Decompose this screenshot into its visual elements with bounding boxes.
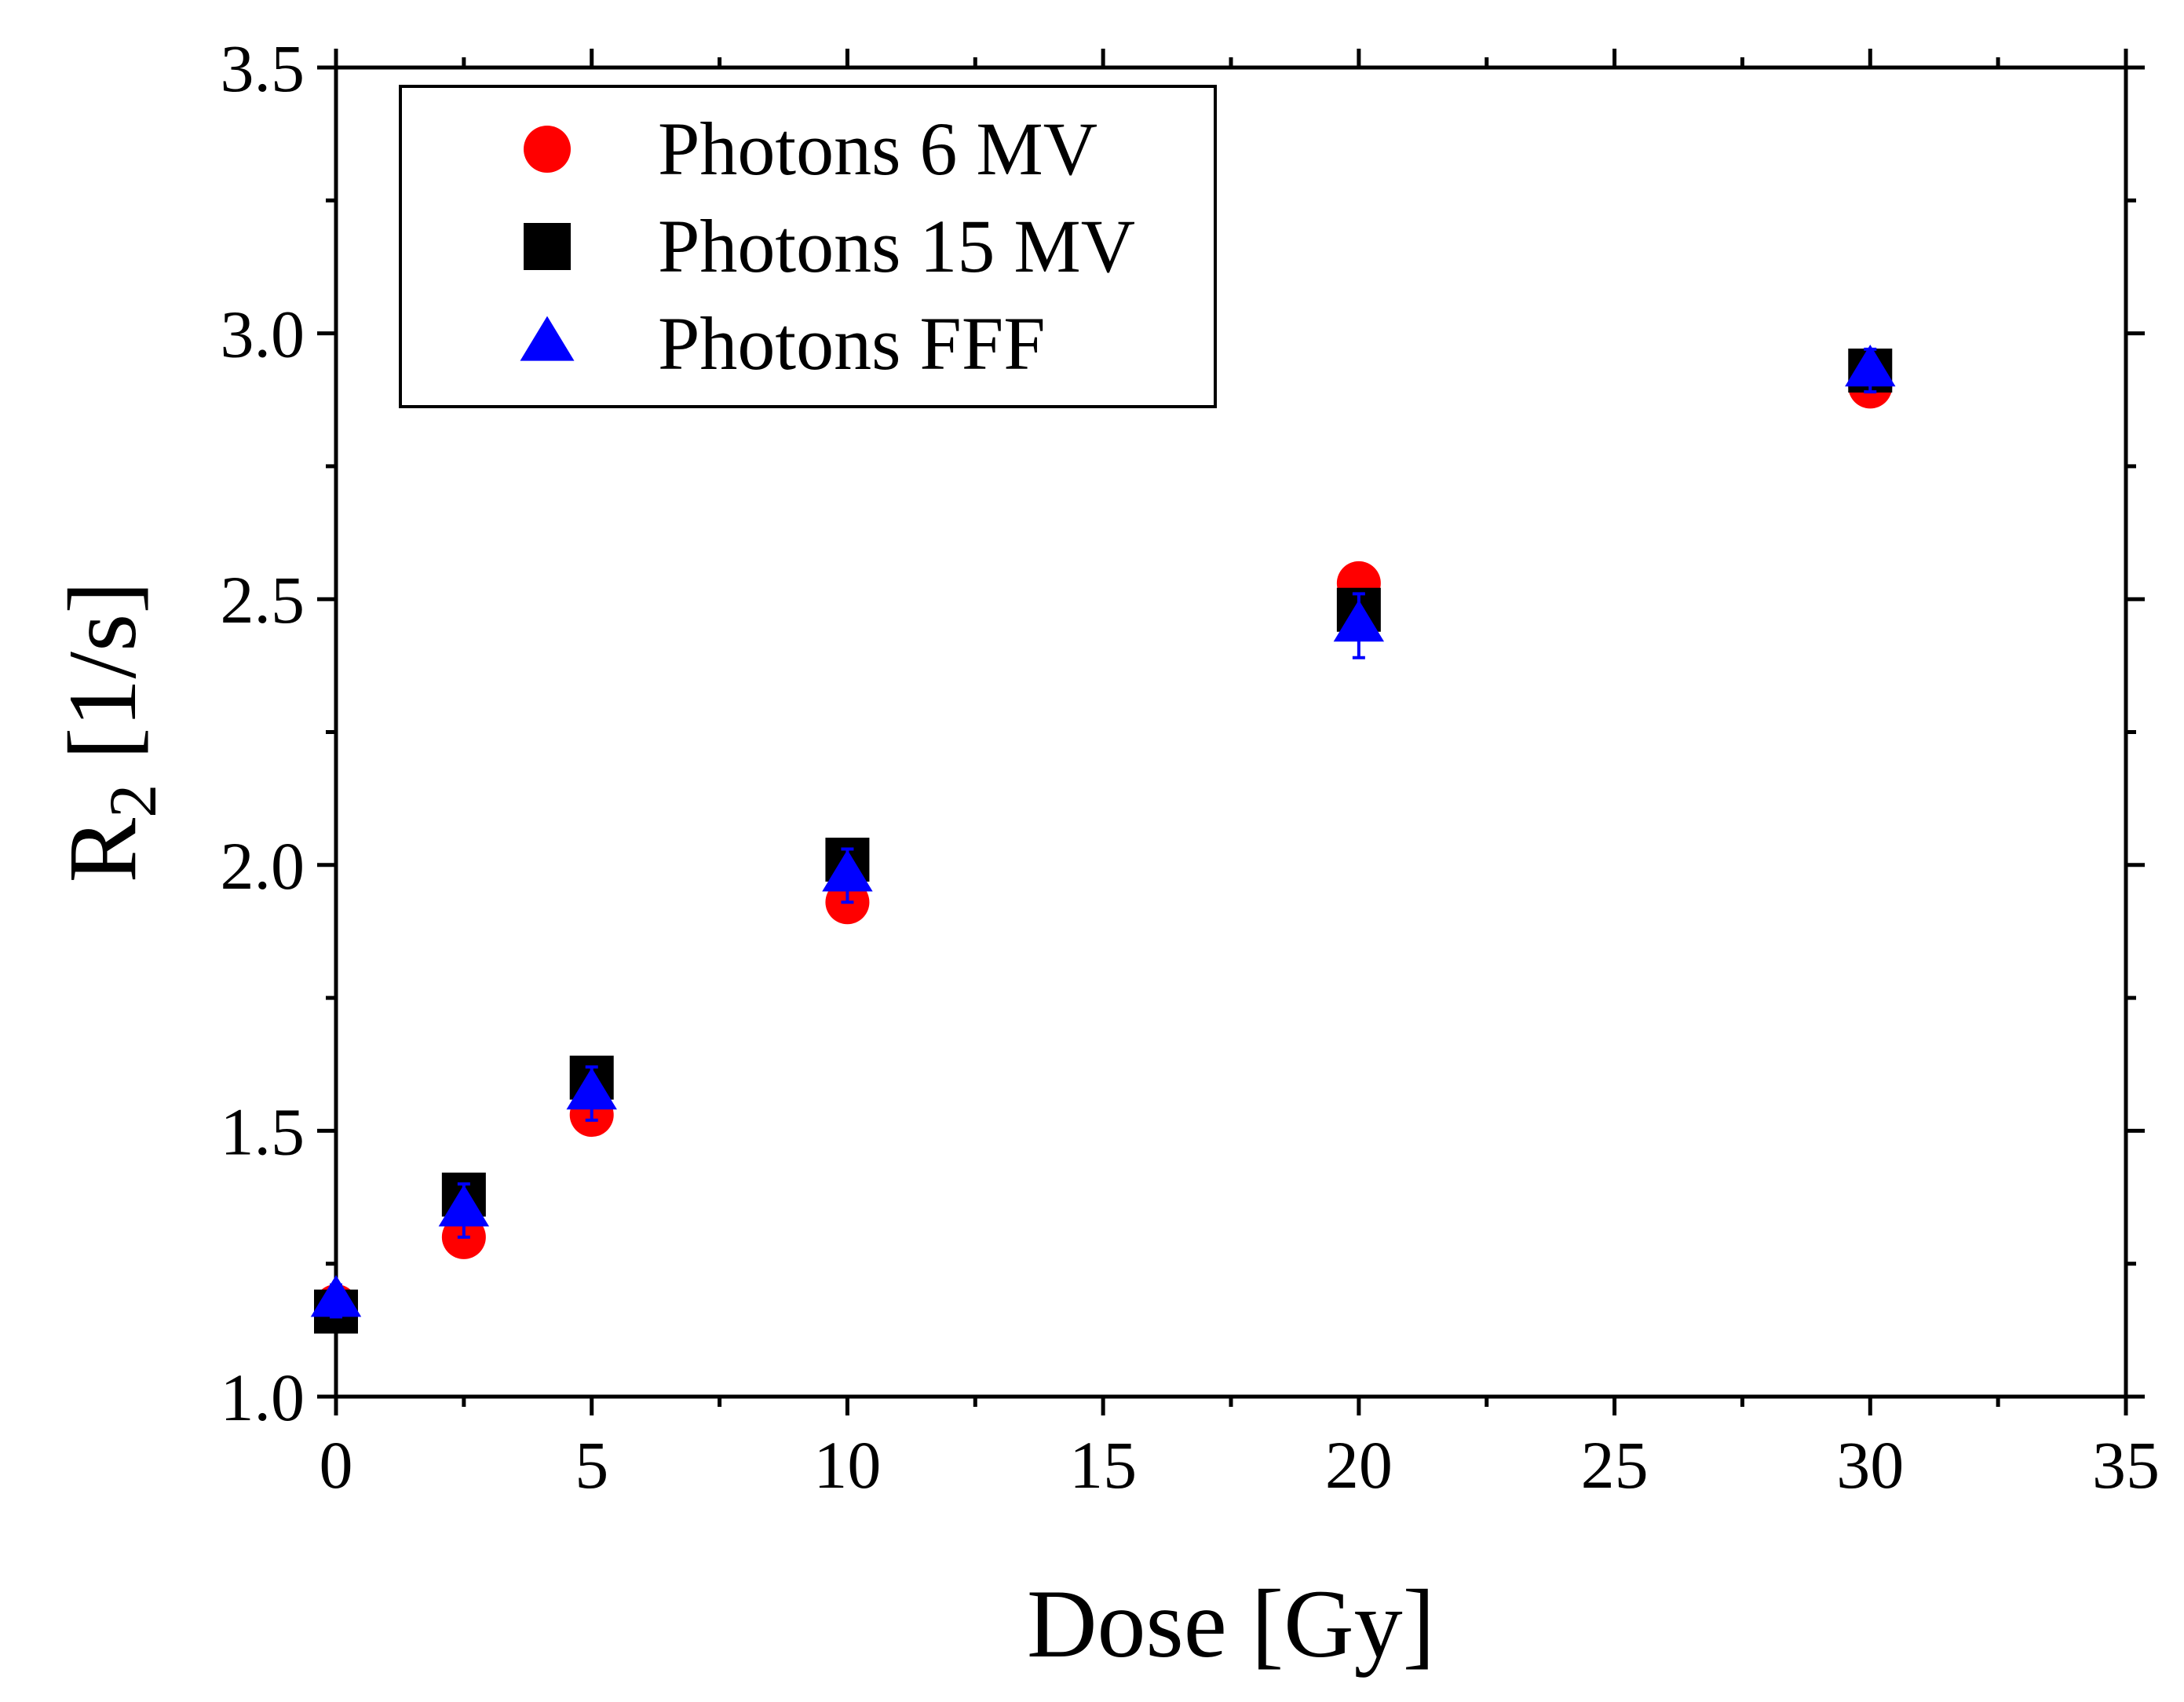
x-tick-label: 5 xyxy=(575,1427,608,1503)
x-tick-label: 20 xyxy=(1325,1427,1393,1503)
legend-marker xyxy=(524,223,571,270)
legend-label: Photons 6 MV xyxy=(658,107,1097,191)
x-axis-ticks xyxy=(334,49,2128,1415)
series-square xyxy=(314,349,1893,1334)
x-tick-label: 10 xyxy=(813,1427,881,1503)
legend-label: Photons FFF xyxy=(658,301,1046,385)
y-tick-label: 3.5 xyxy=(221,31,305,106)
y-axis-ticks xyxy=(317,65,2145,1399)
x-tick-label: 25 xyxy=(1581,1427,1649,1503)
data-point xyxy=(1845,345,1896,387)
x-tick-label: 30 xyxy=(1836,1427,1904,1503)
legend-item: Photons 6 MV xyxy=(524,107,1097,191)
data-series xyxy=(310,345,1896,1334)
y-axis-title: R2 [1/s] xyxy=(49,581,170,882)
y-tick-label: 3.0 xyxy=(221,297,305,372)
legend-marker xyxy=(520,316,575,361)
y-tick-label: 1.5 xyxy=(221,1094,305,1169)
y-axis-tick-labels: 1.0 1.5 2.0 2.5 3.0 3.5 xyxy=(221,31,305,1435)
y-axis-title-subscript: 2 xyxy=(95,784,170,818)
data-point xyxy=(1333,600,1385,642)
x-tick-label: 15 xyxy=(1069,1427,1137,1503)
y-axis-title-symbol: R xyxy=(49,818,156,883)
legend: Photons 6 MV Photons 15 MV Photons FFF xyxy=(399,85,1217,408)
x-tick-label: 0 xyxy=(320,1427,353,1503)
legend-marker xyxy=(524,126,571,173)
x-tick-label: 35 xyxy=(2092,1427,2160,1503)
series-triangle xyxy=(310,345,1896,1319)
series-circle xyxy=(314,364,1893,1328)
legend-item: Photons 15 MV xyxy=(524,204,1135,288)
data-point xyxy=(438,1184,490,1227)
y-tick-label: 1.0 xyxy=(221,1360,305,1435)
y-axis-title-unit: [1/s] xyxy=(49,581,156,783)
x-axis-tick-labels: 0 5 10 15 20 25 30 35 xyxy=(320,1427,2160,1503)
legend-item: Photons FFF xyxy=(520,301,1046,385)
data-point xyxy=(310,1275,362,1317)
legend-label: Photons 15 MV xyxy=(658,204,1135,288)
data-point xyxy=(822,849,873,892)
y-tick-label: 2.5 xyxy=(221,562,305,637)
data-point xyxy=(566,1068,617,1110)
x-axis-title: Dose [Gy] xyxy=(1027,1570,1435,1678)
y-tick-label: 2.0 xyxy=(221,828,305,904)
